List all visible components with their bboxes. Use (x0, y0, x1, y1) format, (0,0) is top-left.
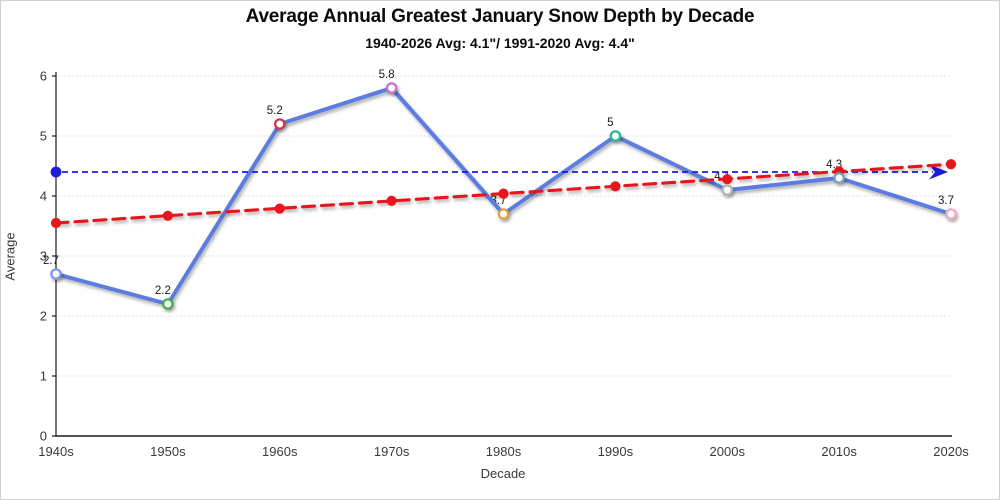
data-label: 3.7 (938, 195, 954, 207)
data-point-marker (609, 130, 622, 142)
x-tick-label: 1960s (262, 444, 298, 459)
y-tick-label: 2 (40, 309, 47, 324)
data-label: 2.7 (43, 255, 59, 267)
y-tick-label: 5 (40, 129, 47, 144)
trend-point (386, 195, 397, 206)
data-label: 2.2 (155, 285, 171, 297)
reference-line-start-dot (50, 166, 62, 178)
data-label: 5 (607, 117, 613, 129)
trend-point (498, 188, 509, 199)
data-point-marker (721, 184, 734, 196)
data-point-marker (385, 82, 398, 94)
trend-point (162, 210, 173, 221)
x-tick-label: 1940s (38, 444, 74, 459)
trend-point (722, 174, 733, 185)
data-point-marker (162, 298, 174, 310)
y-tick-label: 6 (40, 69, 47, 84)
y-tick-label: 4 (40, 189, 47, 204)
x-tick-label: 1990s (598, 444, 634, 459)
data-label: 5.2 (267, 105, 283, 117)
trend-point (945, 159, 957, 170)
x-axis-title: Decade (480, 466, 526, 481)
trend-point (50, 217, 62, 229)
data-label: 5.8 (379, 69, 395, 81)
chart-subtitle: 1940-2026 Avg: 4.1"/ 1991-2020 Avg: 4.4" (365, 35, 635, 51)
reference-line-arrow (929, 164, 948, 180)
data-point-marker (945, 208, 957, 220)
x-tick-label: 2020s (933, 444, 969, 459)
x-tick-label: 1980s (486, 444, 522, 459)
x-tick-label: 1950s (150, 444, 186, 459)
y-tick-label: 1 (40, 369, 47, 384)
trend-point (610, 181, 621, 192)
x-tick-label: 2010s (821, 444, 857, 459)
x-tick-label: 2000s (710, 444, 746, 459)
data-point-marker (273, 118, 286, 130)
data-point-marker (50, 268, 62, 280)
trend-point (274, 203, 285, 214)
data-point-marker (497, 208, 510, 220)
y-tick-label: 0 (40, 429, 47, 444)
y-tick-label: 3 (40, 249, 47, 264)
x-tick-label: 1970s (374, 444, 410, 459)
chart-title: Average Annual Greatest January Snow Dep… (245, 6, 755, 27)
data-point-marker (833, 172, 845, 184)
